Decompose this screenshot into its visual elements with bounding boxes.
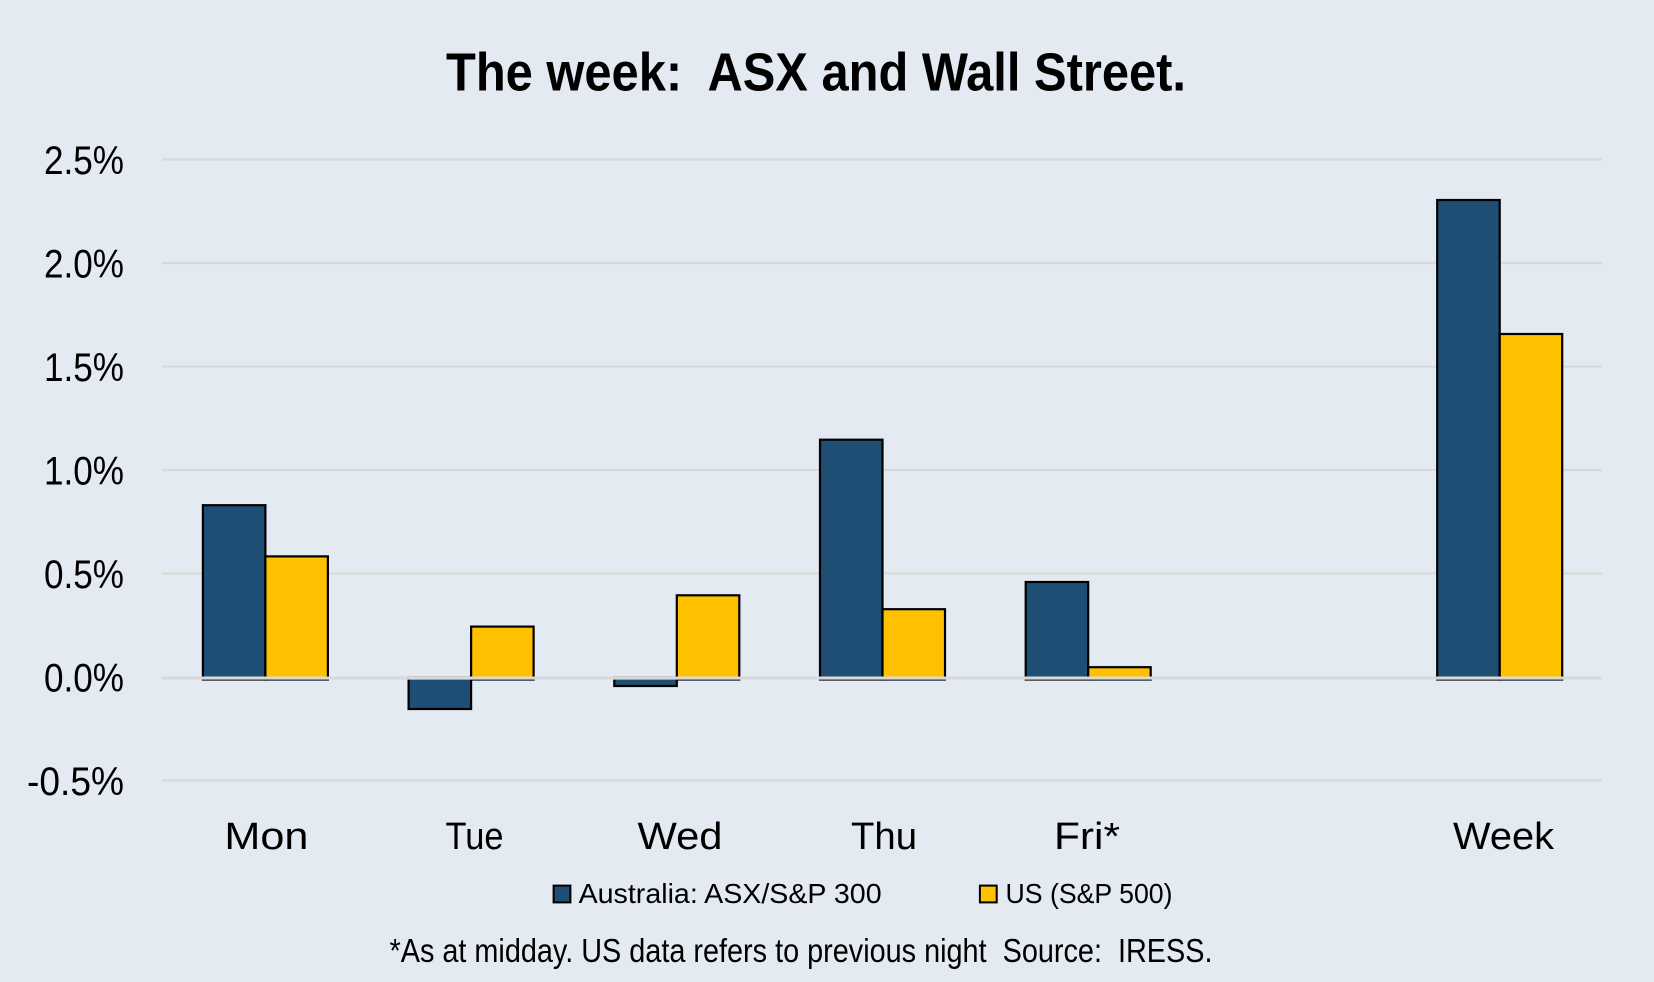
svg-text:Thu: Thu	[851, 816, 917, 858]
svg-text:Wed: Wed	[638, 816, 723, 858]
svg-text:1.0%: 1.0%	[44, 450, 124, 494]
svg-text:Fri*: Fri*	[1054, 816, 1120, 858]
svg-text:0.5%: 0.5%	[44, 553, 124, 597]
svg-text:Mon: Mon	[224, 816, 308, 858]
svg-text:0.0%: 0.0%	[44, 657, 124, 701]
svg-text:1.5%: 1.5%	[44, 346, 124, 390]
svg-text:Australia: ASX/S&P 300: Australia: ASX/S&P 300	[579, 878, 882, 909]
svg-text:The week: ASX and Wall Street: The week: ASX and Wall Street.	[446, 44, 1186, 103]
svg-text:US (S&P 500): US (S&P 500)	[1006, 878, 1173, 909]
svg-text:2.5%: 2.5%	[44, 139, 124, 183]
svg-text:*As at midday. US data refers: *As at midday. US data refers to previou…	[390, 932, 1213, 969]
svg-text:Tue: Tue	[446, 816, 504, 858]
svg-text:-0.5%: -0.5%	[27, 760, 124, 804]
svg-text:Week: Week	[1453, 816, 1555, 858]
svg-text:2.0%: 2.0%	[44, 243, 124, 287]
